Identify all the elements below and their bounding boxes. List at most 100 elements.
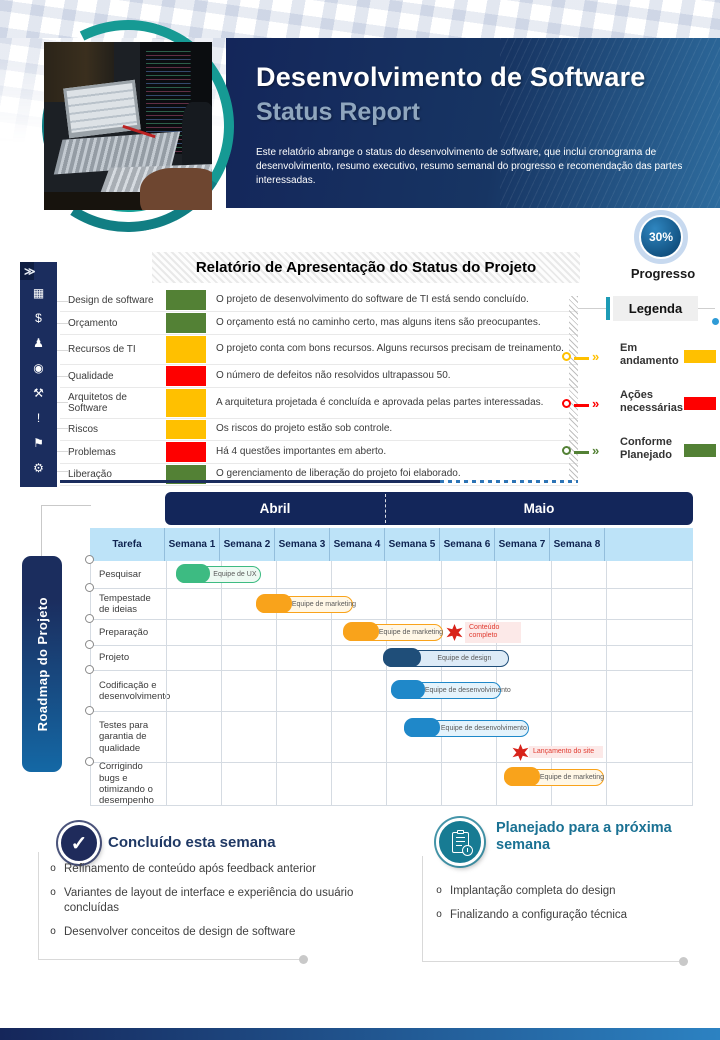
timeline-node xyxy=(85,583,94,592)
gantt-task-label: Projeto xyxy=(99,652,130,664)
status-row-description: O orçamento está no caminho certo, mas a… xyxy=(216,316,541,328)
gantt-chart: Abril Maio Tarefa Semana 1 Semana 2 Semana 3… xyxy=(85,492,693,807)
status-row-description: O número de defeitos não resolvidos ultr… xyxy=(216,369,451,381)
gantt-week-header-cell: Semana 1 xyxy=(165,528,220,561)
legend-chevron-icon: » xyxy=(592,443,600,458)
progress-value: 30% xyxy=(641,217,681,257)
hatch-strip xyxy=(569,296,578,481)
status-row: Riscos Os riscos do projeto estão sob con… xyxy=(60,419,578,441)
legend-marker-circle xyxy=(562,399,571,408)
legend-dot xyxy=(712,318,719,325)
budget-icon: $ xyxy=(35,310,42,325)
gantt-week-header-cell: Semana 8 xyxy=(550,528,605,561)
status-row-description: A arquitetura projetada é concluída e ap… xyxy=(216,396,544,408)
gantt-week-header-cell: Semana 3 xyxy=(275,528,330,561)
gantt-bar-progress xyxy=(390,680,425,700)
gantt-task-header: Tarefa xyxy=(90,528,165,561)
legend-marker-line xyxy=(574,451,589,454)
gantt-bar-progress xyxy=(403,718,440,738)
legend-marker-circle xyxy=(562,352,571,361)
legend-item-label: Ações necessárias xyxy=(620,389,683,415)
gantt-bar-progress xyxy=(255,594,292,614)
gantt-bar-progress xyxy=(382,648,421,668)
list-item-text: Refinamento de conteúdo após feedback an… xyxy=(64,863,316,875)
gantt-task-label: Preparação xyxy=(99,626,149,638)
status-row-label: Arquitetos de Software xyxy=(68,392,127,414)
legend-chevron-icon: » xyxy=(592,396,600,411)
gantt-week-header: Tarefa Semana 1 Semana 2 Semana 3 Semana 4 Se… xyxy=(90,528,693,561)
gantt-month-maio: Maio xyxy=(523,501,555,516)
list-item-text: Variantes de layout de interface e exper… xyxy=(64,886,354,914)
month-divider xyxy=(385,494,386,523)
status-table: Design de software O projeto de desenvolv… xyxy=(60,289,578,486)
gantt-bar: Equipe de desenvolvimento xyxy=(403,718,529,738)
timeline-node xyxy=(85,640,94,649)
legend-color-swatch xyxy=(684,350,716,363)
status-row-label: Design de software xyxy=(68,294,154,306)
mosaic-pattern-top xyxy=(0,0,720,38)
legend-accent-bar xyxy=(606,297,610,320)
gantt-bar-team-label: Equipe de UX xyxy=(213,571,257,578)
gantt-row: Preparação Equipe de marketing Conteúdo co… xyxy=(85,614,692,646)
status-row: Recursos de TI O projeto conta com bons r… xyxy=(60,335,578,365)
gantt-week-header-cell: Semana 7 xyxy=(495,528,550,561)
gantt-task-label: Testes para garantia de qualidade xyxy=(99,719,149,754)
bullet-marker: o xyxy=(50,863,56,874)
legend-marker-line xyxy=(574,357,589,360)
timeline-node xyxy=(85,555,94,564)
gantt-row: Projeto Equipe de design xyxy=(85,640,692,671)
developer-photo xyxy=(44,42,212,210)
list-item: o Variantes de layout de interface e expe… xyxy=(42,886,380,916)
bullet-marker: o xyxy=(436,908,442,920)
status-chip-green xyxy=(166,465,206,484)
status-icon-sidebar: ≫ ▦ $ ♟ ◉ ⚒! ⚑ ⚙ xyxy=(20,262,57,487)
legend-marker-circle xyxy=(562,446,571,455)
status-row: Arquitetos de Software A arquitetura proj… xyxy=(60,388,578,419)
gantt-bar-progress xyxy=(175,564,210,584)
status-row: Liberação O gerenciamento de liberação do… xyxy=(60,464,578,486)
status-row-label: Riscos xyxy=(68,424,99,435)
it-resources-icon: ♟ xyxy=(33,335,44,350)
status-row: Qualidade O número de defeitos não resolv… xyxy=(60,365,578,388)
timeline-node xyxy=(85,614,94,623)
list-item-text: Finalizando a configuração técnica xyxy=(450,908,628,921)
gantt-task-label: Pesquisar xyxy=(99,568,142,580)
completed-title: Concluído esta semana xyxy=(108,834,276,851)
status-row: Orçamento O orçamento está no caminho cer… xyxy=(60,312,578,335)
page-title: Desenvolvimento de Software xyxy=(256,62,646,92)
gantt-week-header-cell: Semana 2 xyxy=(220,528,275,561)
gantt-grid: Pesquisar Equipe de UX Tempestade de ideia… xyxy=(85,555,693,806)
status-row-description: Os riscos do projeto estão sob controle. xyxy=(216,423,393,435)
gantt-bar-team-label: Equipe de marketing xyxy=(378,629,444,636)
timeline-node xyxy=(85,757,94,766)
footer-bar xyxy=(0,1028,720,1040)
architects-icon: ⚒ xyxy=(33,385,44,400)
list-item: o Refinamento de conteúdo após feedback a… xyxy=(42,862,380,877)
gantt-bar: Equipe de desenvolvimento xyxy=(390,680,511,700)
timeline-node xyxy=(85,665,94,674)
gantt-row: Tempestade de ideias Equipe de marketing xyxy=(85,583,692,620)
gantt-bar: Equipe de marketing xyxy=(255,594,356,614)
status-row-label: Liberação xyxy=(68,468,112,480)
gantt-bar-team-label: Equipe de marketing xyxy=(539,774,605,781)
milestone-annotation: Lançamento do site xyxy=(529,746,603,759)
list-item-text: Implantação completa do design xyxy=(450,885,616,897)
gantt-bar-team-label: Equipe de design xyxy=(437,655,492,662)
status-row-label: Problemas xyxy=(68,446,116,458)
milestone-annotation: Conteúdo completo xyxy=(465,622,521,643)
legend-color-swatch xyxy=(684,444,716,457)
legend-item-label: Conforme Planejado xyxy=(620,436,672,462)
status-chip-yellow xyxy=(166,389,206,417)
gantt-bar: Equipe de UX xyxy=(175,564,261,584)
gantt-row: Corrigindo bugs e otimizando o desempenh… xyxy=(85,757,692,806)
gantt-bar-team-label: Equipe de desenvolvimento xyxy=(424,687,511,694)
planned-title: Planejado para a próxima semana xyxy=(496,820,672,854)
status-chip-red xyxy=(166,442,206,462)
gantt-month-abril: Abril xyxy=(259,501,291,516)
typing-hands xyxy=(140,168,212,210)
completed-card-border xyxy=(38,852,304,960)
gantt-bar-progress xyxy=(503,767,540,787)
problems-icon: ⚑ xyxy=(33,435,44,450)
list-item-text: Desenvolver conceitos de design de softw… xyxy=(64,925,296,938)
timeline-node xyxy=(85,706,94,715)
